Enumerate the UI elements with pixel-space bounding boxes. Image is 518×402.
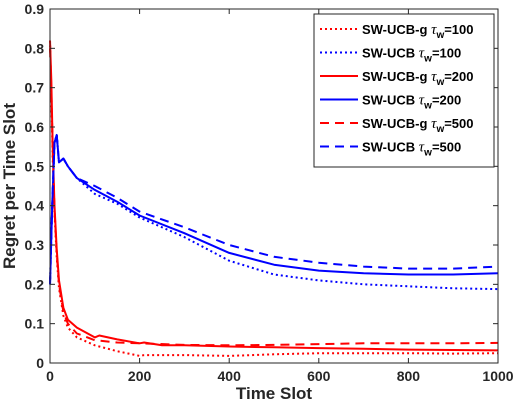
legend-window-size: =200 bbox=[432, 93, 461, 108]
legend-series-name: SW-UCB bbox=[362, 46, 419, 61]
y-tick-label: 0.9 bbox=[25, 1, 45, 17]
x-tick-label: 600 bbox=[307, 368, 331, 384]
legend-label-3: SW-UCB-g τw=200 bbox=[362, 69, 474, 88]
legend-subscript: w bbox=[435, 30, 444, 41]
legend-window-size: =100 bbox=[432, 46, 461, 61]
legend-window-size: =500 bbox=[444, 116, 473, 131]
legend-tau: τ bbox=[419, 93, 425, 109]
legend-window-size: =100 bbox=[444, 22, 473, 37]
y-tick-label: 0 bbox=[36, 355, 44, 371]
legend-series-name: SW-UCB-g bbox=[362, 22, 431, 37]
x-axis-title: Time Slot bbox=[236, 384, 313, 402]
legend-window-size: =500 bbox=[432, 140, 461, 155]
legend-series-name: SW-UCB-g bbox=[362, 116, 431, 131]
x-tick-label: 0 bbox=[46, 368, 54, 384]
legend-series-name: SW-UCB bbox=[362, 93, 419, 108]
x-tick-label: 800 bbox=[397, 368, 421, 384]
x-axis: 0 200 400 600 800 1000 bbox=[46, 9, 514, 384]
legend-subscript: w bbox=[435, 77, 444, 88]
legend-tau: τ bbox=[431, 69, 437, 85]
legend-subscript: w bbox=[435, 124, 444, 135]
y-tick-label: 0.6 bbox=[25, 119, 45, 135]
y-tick-label: 0.8 bbox=[25, 40, 45, 56]
legend-window-size: =200 bbox=[444, 69, 473, 84]
y-tick-label: 0.1 bbox=[25, 316, 45, 332]
legend-tau: τ bbox=[419, 46, 425, 62]
x-tick-label: 200 bbox=[128, 368, 152, 384]
legend-subscript: w bbox=[423, 54, 432, 65]
legend-box bbox=[313, 13, 495, 168]
legend-series-name: SW-UCB-g bbox=[362, 69, 431, 84]
legend-label-5: SW-UCB-g τw=500 bbox=[362, 116, 474, 135]
legend-label-6: SW-UCB τw=500 bbox=[362, 140, 461, 159]
x-tick-label: 1000 bbox=[482, 368, 513, 384]
legend-subscript: w bbox=[423, 101, 432, 112]
y-axis: 0 0.1 0.2 0.3 0.4 0.5 0.6 0.7 0.8 0.9 bbox=[25, 1, 498, 371]
legend-tau: τ bbox=[431, 22, 437, 38]
series-line-6 bbox=[49, 133, 499, 285]
legend-label-2: SW-UCB τw=100 bbox=[362, 46, 461, 65]
series-line-2 bbox=[49, 133, 499, 291]
y-tick-label: 0.5 bbox=[25, 158, 45, 174]
y-tick-label: 0.7 bbox=[25, 80, 45, 96]
legend-label-1: SW-UCB-g τw=100 bbox=[362, 22, 474, 41]
legend-label-4: SW-UCB τw=200 bbox=[362, 93, 461, 112]
legend-subscript: w bbox=[423, 148, 432, 159]
x-tick-label: 400 bbox=[218, 368, 242, 384]
legend-series-name: SW-UCB bbox=[362, 140, 419, 155]
series-line-1 bbox=[49, 40, 499, 357]
series-line-5 bbox=[49, 48, 499, 347]
y-tick-label: 0.3 bbox=[25, 237, 45, 253]
y-axis-title: Regret per Time Slot bbox=[0, 103, 19, 269]
legend-tau: τ bbox=[431, 116, 437, 132]
series-line-4 bbox=[49, 133, 499, 285]
series-layer bbox=[49, 40, 499, 357]
plot-frame bbox=[49, 8, 499, 364]
legend-tau: τ bbox=[419, 140, 425, 156]
y-tick-label: 0.2 bbox=[25, 276, 45, 292]
y-tick-label: 0.4 bbox=[25, 198, 45, 214]
